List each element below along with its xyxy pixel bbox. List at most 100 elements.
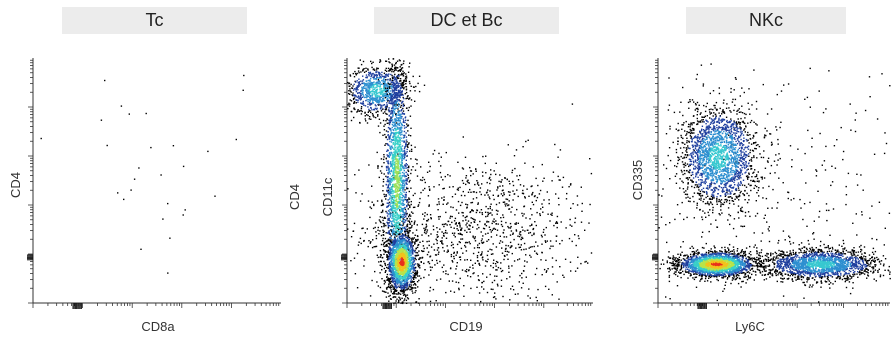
event-point bbox=[447, 202, 449, 204]
event-point bbox=[529, 225, 531, 227]
event-point bbox=[400, 126, 402, 128]
event-point bbox=[385, 224, 387, 227]
event-point bbox=[366, 114, 368, 116]
event-point bbox=[447, 273, 449, 276]
event-point bbox=[519, 184, 522, 186]
event-point bbox=[469, 211, 471, 214]
event-point bbox=[405, 91, 408, 94]
event-point bbox=[388, 88, 390, 90]
event-point bbox=[368, 75, 370, 77]
event-point bbox=[407, 249, 410, 251]
event-point bbox=[422, 240, 424, 242]
event-point bbox=[505, 198, 507, 200]
event-point bbox=[403, 148, 406, 150]
event-point bbox=[401, 90, 403, 93]
event-point bbox=[462, 215, 464, 217]
event-point bbox=[382, 99, 385, 101]
event-point bbox=[395, 66, 397, 69]
event-point bbox=[400, 207, 403, 209]
event-point bbox=[396, 206, 398, 208]
event-point bbox=[383, 245, 385, 248]
event-point bbox=[398, 200, 400, 203]
event-point bbox=[397, 166, 400, 169]
event-point bbox=[552, 171, 555, 173]
event-point bbox=[380, 76, 382, 78]
event-point bbox=[521, 226, 523, 228]
event-point bbox=[389, 197, 391, 199]
event-point bbox=[378, 91, 380, 94]
event-point bbox=[408, 106, 410, 109]
event-point bbox=[492, 288, 494, 291]
event-point bbox=[390, 274, 392, 276]
event-point bbox=[391, 208, 393, 210]
event-point bbox=[429, 266, 432, 268]
event-point bbox=[390, 85, 393, 87]
event-point bbox=[395, 86, 397, 88]
event-point bbox=[482, 273, 484, 275]
event-point bbox=[458, 256, 461, 258]
event-point bbox=[389, 266, 392, 268]
event-point bbox=[391, 191, 393, 193]
event-point bbox=[402, 62, 405, 65]
event-point bbox=[388, 156, 390, 158]
event-point bbox=[407, 187, 409, 190]
event-point bbox=[536, 300, 538, 302]
event-point bbox=[406, 230, 409, 233]
event-point bbox=[388, 136, 390, 139]
event-point bbox=[398, 117, 400, 119]
event-point bbox=[405, 219, 407, 222]
event-point bbox=[403, 219, 405, 221]
event-point bbox=[378, 72, 380, 75]
event-point bbox=[382, 190, 384, 192]
event-point bbox=[392, 113, 394, 116]
event-point bbox=[410, 211, 413, 213]
event-point bbox=[485, 155, 487, 157]
event-point bbox=[394, 145, 396, 147]
event-point bbox=[390, 248, 392, 250]
event-point bbox=[394, 259, 396, 261]
event-point bbox=[388, 155, 390, 157]
event-point bbox=[481, 183, 483, 185]
event-point bbox=[207, 150, 209, 153]
event-point bbox=[405, 171, 407, 174]
event-point bbox=[414, 274, 417, 276]
event-point bbox=[514, 223, 516, 225]
event-point bbox=[392, 186, 395, 188]
event-point bbox=[370, 75, 372, 78]
plot-dc-bc: CD4 CD11c CD19 bbox=[287, 40, 600, 337]
event-point bbox=[390, 229, 392, 231]
event-point bbox=[555, 221, 558, 223]
event-point bbox=[545, 271, 547, 273]
event-point bbox=[399, 145, 401, 147]
event-point bbox=[393, 177, 395, 179]
event-point bbox=[379, 230, 381, 232]
event-point bbox=[487, 221, 490, 223]
event-point bbox=[133, 178, 136, 180]
event-point bbox=[569, 184, 572, 186]
event-point bbox=[396, 168, 398, 170]
event-point bbox=[383, 86, 386, 89]
event-point bbox=[376, 200, 379, 202]
event-point bbox=[371, 84, 373, 86]
event-point bbox=[371, 94, 373, 96]
event-point bbox=[392, 244, 394, 247]
event-point bbox=[495, 203, 498, 206]
event-point bbox=[370, 90, 373, 92]
event-point bbox=[564, 258, 567, 260]
event-point bbox=[385, 112, 387, 115]
event-point bbox=[401, 252, 403, 254]
event-point bbox=[479, 211, 481, 214]
event-point bbox=[350, 83, 352, 86]
event-point bbox=[368, 110, 370, 112]
event-point bbox=[410, 288, 412, 290]
event-point bbox=[394, 89, 397, 91]
event-point bbox=[445, 291, 447, 294]
event-point bbox=[406, 212, 408, 215]
event-point bbox=[404, 233, 407, 235]
event-point bbox=[377, 285, 379, 287]
event-point bbox=[347, 228, 349, 230]
event-point bbox=[386, 106, 388, 108]
event-point bbox=[393, 210, 395, 212]
event-point bbox=[382, 112, 385, 114]
event-point bbox=[396, 119, 399, 122]
